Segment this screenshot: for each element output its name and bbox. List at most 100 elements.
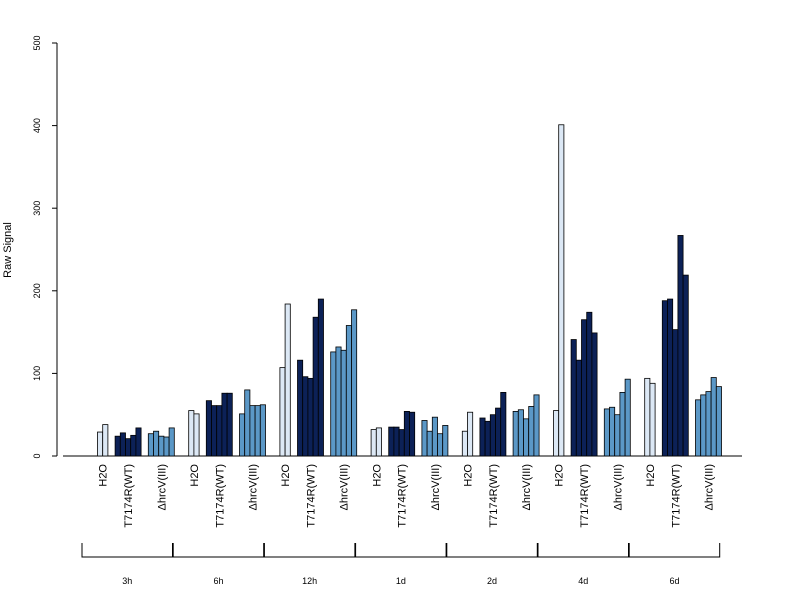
bar-6h-hrcv-iii-4: [254, 405, 261, 457]
y-tick-label: 400: [32, 118, 42, 133]
group-label: ΔhrcV(III): [704, 464, 716, 510]
bar-6h-h2o-2: [193, 413, 200, 457]
y-tick-label: 100: [32, 366, 42, 381]
bar-2d-hrcv-iii-4: [528, 406, 535, 457]
bar-1d-t7174r-wt-1: [388, 426, 395, 457]
group-label: ΔhrcV(III): [521, 464, 533, 510]
timepoint-bracket: [537, 543, 629, 558]
bar-1d-hrcv-iii-2: [426, 430, 433, 457]
bar-1d-hrcv-iii-1: [421, 420, 428, 457]
bar-4d-t7174r-wt-4: [586, 311, 593, 457]
bar-6h-hrcv-iii-1: [239, 413, 246, 457]
bar-3h-t7174r-wt-1: [114, 435, 121, 457]
bar-4d-t7174r-wt-5: [591, 332, 598, 457]
bar-6d-hrcv-iii-5: [715, 386, 722, 457]
bar-12h-hrcv-iii-5: [351, 309, 358, 457]
bar-3h-t7174r-wt-5: [135, 427, 142, 457]
timepoint-bracket: [172, 543, 265, 558]
group-label: T7174R(WT): [579, 464, 591, 528]
bar-4d-h2o-1: [553, 410, 560, 457]
y-axis: 0 100 200 300 400 500: [32, 35, 58, 459]
group-label: T7174R(WT): [123, 464, 135, 528]
bar-4d-t7174r-wt-2: [575, 359, 582, 457]
bar-2d-hrcv-iii-1: [512, 410, 519, 457]
bar-3h-hrcv-iii-3: [158, 435, 165, 457]
bar-6h-hrcv-iii-3: [249, 405, 256, 457]
bar-12h-t7174r-wt-5: [317, 298, 324, 457]
bar-3h-h2o-2: [102, 424, 109, 457]
bar-6h-t7174r-wt-1: [205, 400, 212, 457]
bar-4d-hrcv-iii-5: [624, 378, 631, 457]
y-tick-label: 0: [32, 453, 42, 458]
bar-6h-h2o-1: [188, 410, 195, 457]
bar-2d-hrcv-iii-3: [523, 418, 530, 457]
bar-1d-hrcv-iii-4: [437, 433, 444, 457]
bar-12h-t7174r-wt-4: [312, 316, 319, 457]
bar-6d-hrcv-iii-4: [710, 377, 717, 457]
bar-2d-t7174r-wt-5: [500, 391, 507, 457]
group-label: T7174R(WT): [397, 464, 409, 528]
y-tick-label: 500: [32, 35, 42, 50]
bar-3h-hrcv-iii-4: [163, 436, 170, 457]
bar-6d-t7174r-wt-1: [661, 300, 668, 457]
group-label: ΔhrcV(III): [430, 464, 442, 510]
group-labels: H2O T7174R(WT) ΔhrcV(III) H2O T7174R(WT) Δhrc…: [98, 464, 716, 528]
bar-2d-t7174r-wt-4: [495, 407, 502, 457]
group-label: H2O: [645, 464, 657, 487]
bar-3h-h2o-1: [97, 431, 104, 457]
group-label: H2O: [189, 464, 201, 487]
bar-3h-hrcv-iii-1: [147, 433, 154, 457]
bar-1d-hrcv-iii-3: [431, 416, 438, 457]
timepoint-label: 3h: [122, 576, 132, 586]
timepoint-bracket: [263, 543, 356, 558]
timepoint-label: 4d: [578, 576, 588, 586]
timepoint-bracket: [446, 543, 538, 558]
timepoint-bracket: [628, 543, 721, 558]
bar-2d-h2o-1: [461, 430, 468, 457]
bar-12h-t7174r-wt-1: [297, 359, 304, 457]
bar-3h-t7174r-wt-4: [130, 434, 137, 457]
bar-12h-h2o-2: [284, 303, 291, 457]
bar-1d-t7174r-wt-5: [409, 411, 416, 457]
timepoint-axis: 3h 6h 12h 1d 2d 4d 6d: [81, 543, 721, 586]
bar-6h-hrcv-iii-2: [244, 389, 251, 457]
bar-6d-t7174r-wt-3: [672, 329, 679, 457]
bar-6d-t7174r-wt-4: [677, 235, 684, 457]
timepoint-label: 12h: [302, 576, 317, 586]
bar-6d-hrcv-iii-3: [705, 391, 712, 457]
bar-1d-t7174r-wt-3: [398, 429, 405, 457]
bar-1d-h2o-2: [375, 427, 382, 457]
bar-6h-hrcv-iii-5: [259, 404, 266, 457]
timepoint-label: 6d: [669, 576, 679, 586]
bar-3h-hrcv-iii-5: [168, 427, 175, 457]
bar-6d-h2o-1: [644, 377, 651, 457]
group-label: ΔhrcV(III): [156, 464, 168, 510]
bar-12h-hrcv-iii-1: [330, 351, 337, 457]
group-label: H2O: [554, 464, 566, 487]
bar-4d-hrcv-iii-4: [619, 391, 626, 457]
bar-6h-t7174r-wt-3: [216, 405, 223, 457]
bar-12h-hrcv-iii-4: [345, 325, 352, 457]
timepoint-label: 2d: [487, 576, 497, 586]
bar-2d-t7174r-wt-1: [479, 417, 486, 457]
bar-12h-t7174r-wt-2: [302, 376, 309, 457]
group-label: ΔhrcV(III): [339, 464, 351, 510]
bar-6d-t7174r-wt-5: [682, 274, 689, 457]
bar-4d-t7174r-wt-1: [570, 339, 577, 457]
timepoint-label: 1d: [396, 576, 406, 586]
bar-2d-h2o-2: [467, 411, 474, 457]
group-label: H2O: [371, 464, 383, 487]
y-axis-label: Raw Signal: [2, 222, 14, 278]
bar-6d-hrcv-iii-2: [700, 394, 707, 457]
group-label: H2O: [280, 464, 292, 487]
bar-4d-t7174r-wt-3: [581, 319, 588, 457]
group-label: H2O: [463, 464, 475, 487]
timepoint-label: 6h: [213, 576, 223, 586]
bar-3h-t7174r-wt-3: [125, 438, 132, 457]
group-label: ΔhrcV(III): [612, 464, 624, 510]
bar-2d-t7174r-wt-3: [489, 414, 496, 457]
bar-4d-hrcv-iii-2: [609, 406, 616, 457]
group-label: T7174R(WT): [214, 464, 226, 528]
group-label: T7174R(WT): [488, 464, 500, 528]
